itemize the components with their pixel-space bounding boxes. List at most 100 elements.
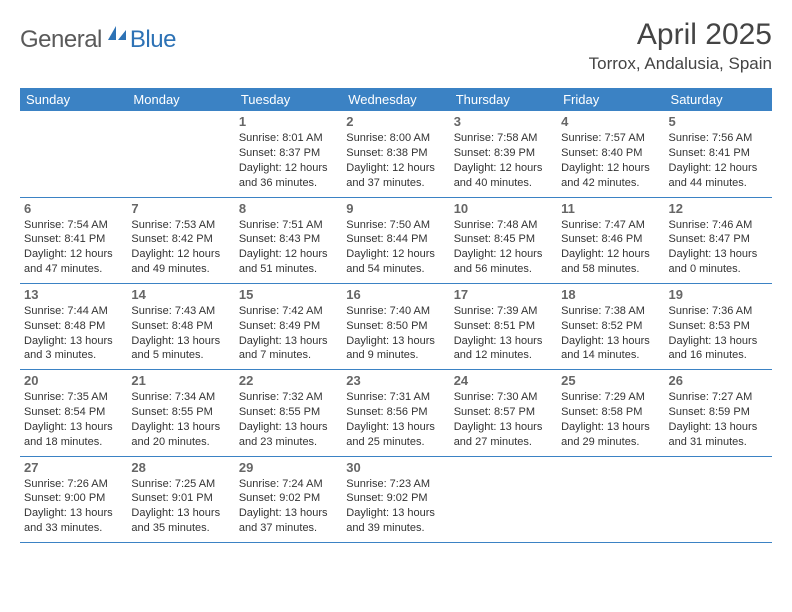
day-info: Sunrise: 7:48 AMSunset: 8:45 PMDaylight:… bbox=[454, 218, 553, 277]
day-number: 1 bbox=[239, 114, 338, 129]
day-number: 19 bbox=[669, 287, 768, 302]
day-cell: 10 Sunrise: 7:48 AMSunset: 8:45 PMDayligh… bbox=[450, 197, 557, 283]
day-number: 20 bbox=[24, 373, 123, 388]
day-number: 3 bbox=[454, 114, 553, 129]
week-row: 6 Sunrise: 7:54 AMSunset: 8:41 PMDaylight… bbox=[20, 197, 772, 283]
empty-cell bbox=[665, 456, 772, 542]
day-cell: 28Sunrise: 7:25 AMSunset: 9:01 PMDayligh… bbox=[127, 456, 234, 542]
day-cell: 17Sunrise: 7:39 AMSunset: 8:51 PMDayligh… bbox=[450, 283, 557, 369]
week-row: 27Sunrise: 7:26 AMSunset: 9:00 PMDayligh… bbox=[20, 456, 772, 542]
day-number: 2 bbox=[346, 114, 445, 129]
day-info: Sunrise: 7:40 AMSunset: 8:50 PMDaylight:… bbox=[346, 304, 445, 363]
day-cell: 26 Sunrise: 7:27 AMSunset: 8:59 PMDayligh… bbox=[665, 370, 772, 456]
day-info: Sunrise: 8:00 AMSunset: 8:38 PMDaylight:… bbox=[346, 131, 445, 190]
day-number: 6 bbox=[24, 201, 123, 216]
day-cell: 5 Sunrise: 7:56 AMSunset: 8:41 PMDaylight… bbox=[665, 111, 772, 197]
week-row: 20 Sunrise: 7:35 AMSunset: 8:54 PMDayligh… bbox=[20, 370, 772, 456]
day-info: Sunrise: 7:58 AMSunset: 8:39 PMDaylight:… bbox=[454, 131, 553, 190]
day-number: 28 bbox=[131, 460, 230, 475]
day-info: Sunrise: 7:38 AMSunset: 8:52 PMDaylight:… bbox=[561, 304, 660, 363]
day-cell: 14 Sunrise: 7:43 AMSunset: 8:48 PMDayligh… bbox=[127, 283, 234, 369]
day-cell: 9 Sunrise: 7:50 AMSunset: 8:44 PMDaylight… bbox=[342, 197, 449, 283]
day-info: Sunrise: 7:42 AMSunset: 8:49 PMDaylight:… bbox=[239, 304, 338, 363]
day-info: Sunrise: 7:31 AMSunset: 8:56 PMDaylight:… bbox=[346, 390, 445, 449]
day-info: Sunrise: 7:30 AMSunset: 8:57 PMDaylight:… bbox=[454, 390, 553, 449]
day-cell: 8Sunrise: 7:51 AMSunset: 8:43 PMDaylight… bbox=[235, 197, 342, 283]
day-number: 14 bbox=[131, 287, 230, 302]
day-header: Friday bbox=[557, 88, 664, 111]
day-cell: 15 Sunrise: 7:42 AMSunset: 8:49 PMDayligh… bbox=[235, 283, 342, 369]
day-number: 4 bbox=[561, 114, 660, 129]
day-number: 9 bbox=[346, 201, 445, 216]
day-number: 26 bbox=[669, 373, 768, 388]
day-info: Sunrise: 7:51 AMSunset: 8:43 PMDaylight:… bbox=[239, 218, 338, 277]
day-cell: 1 Sunrise: 8:01 AMSunset: 8:37 PMDaylight… bbox=[235, 111, 342, 197]
day-cell: 25Sunrise: 7:29 AMSunset: 8:58 PMDayligh… bbox=[557, 370, 664, 456]
day-info: Sunrise: 7:54 AMSunset: 8:41 PMDaylight:… bbox=[24, 218, 123, 277]
day-cell: 16 Sunrise: 7:40 AMSunset: 8:50 PMDayligh… bbox=[342, 283, 449, 369]
day-number: 12 bbox=[669, 201, 768, 216]
day-info: Sunrise: 7:56 AMSunset: 8:41 PMDaylight:… bbox=[669, 131, 768, 190]
day-number: 16 bbox=[346, 287, 445, 302]
day-cell: 24 Sunrise: 7:30 AMSunset: 8:57 PMDayligh… bbox=[450, 370, 557, 456]
day-cell: 29 Sunrise: 7:24 AMSunset: 9:02 PMDayligh… bbox=[235, 456, 342, 542]
calendar-body: 1 Sunrise: 8:01 AMSunset: 8:37 PMDaylight… bbox=[20, 111, 772, 543]
day-header: Saturday bbox=[665, 88, 772, 111]
day-cell: 3 Sunrise: 7:58 AMSunset: 8:39 PMDaylight… bbox=[450, 111, 557, 197]
day-cell: 4 Sunrise: 7:57 AMSunset: 8:40 PMDaylight… bbox=[557, 111, 664, 197]
day-number: 23 bbox=[346, 373, 445, 388]
day-info: Sunrise: 7:46 AMSunset: 8:47 PMDaylight:… bbox=[669, 218, 768, 277]
day-number: 15 bbox=[239, 287, 338, 302]
empty-cell bbox=[450, 456, 557, 542]
day-number: 30 bbox=[346, 460, 445, 475]
calendar-table: SundayMondayTuesdayWednesdayThursdayFrid… bbox=[20, 88, 772, 543]
logo: General Blue bbox=[20, 18, 176, 55]
day-info: Sunrise: 7:47 AMSunset: 8:46 PMDaylight:… bbox=[561, 218, 660, 277]
day-header: Wednesday bbox=[342, 88, 449, 111]
empty-cell bbox=[557, 456, 664, 542]
day-info: Sunrise: 7:24 AMSunset: 9:02 PMDaylight:… bbox=[239, 477, 338, 536]
day-number: 11 bbox=[561, 201, 660, 216]
day-number: 17 bbox=[454, 287, 553, 302]
day-info: Sunrise: 7:53 AMSunset: 8:42 PMDaylight:… bbox=[131, 218, 230, 277]
day-number: 29 bbox=[239, 460, 338, 475]
empty-cell bbox=[20, 111, 127, 197]
day-cell: 6 Sunrise: 7:54 AMSunset: 8:41 PMDaylight… bbox=[20, 197, 127, 283]
day-info: Sunrise: 8:01 AMSunset: 8:37 PMDaylight:… bbox=[239, 131, 338, 190]
day-cell: 22Sunrise: 7:32 AMSunset: 8:55 PMDayligh… bbox=[235, 370, 342, 456]
day-cell: 12 Sunrise: 7:46 AMSunset: 8:47 PMDayligh… bbox=[665, 197, 772, 283]
day-info: Sunrise: 7:43 AMSunset: 8:48 PMDaylight:… bbox=[131, 304, 230, 363]
day-number: 13 bbox=[24, 287, 123, 302]
day-info: Sunrise: 7:44 AMSunset: 8:48 PMDaylight:… bbox=[24, 304, 123, 363]
day-info: Sunrise: 7:50 AMSunset: 8:44 PMDaylight:… bbox=[346, 218, 445, 277]
logo-sail-icon bbox=[106, 24, 128, 47]
day-info: Sunrise: 7:57 AMSunset: 8:40 PMDaylight:… bbox=[561, 131, 660, 190]
day-cell: 27Sunrise: 7:26 AMSunset: 9:00 PMDayligh… bbox=[20, 456, 127, 542]
day-info: Sunrise: 7:35 AMSunset: 8:54 PMDaylight:… bbox=[24, 390, 123, 449]
day-header-row: SundayMondayTuesdayWednesdayThursdayFrid… bbox=[20, 88, 772, 111]
day-info: Sunrise: 7:34 AMSunset: 8:55 PMDaylight:… bbox=[131, 390, 230, 449]
header: General Blue April 2025 Torrox, Andalusi… bbox=[20, 18, 772, 74]
day-number: 5 bbox=[669, 114, 768, 129]
day-cell: 23 Sunrise: 7:31 AMSunset: 8:56 PMDayligh… bbox=[342, 370, 449, 456]
week-row: 1 Sunrise: 8:01 AMSunset: 8:37 PMDaylight… bbox=[20, 111, 772, 197]
day-header: Monday bbox=[127, 88, 234, 111]
day-cell: 18Sunrise: 7:38 AMSunset: 8:52 PMDayligh… bbox=[557, 283, 664, 369]
day-info: Sunrise: 7:29 AMSunset: 8:58 PMDaylight:… bbox=[561, 390, 660, 449]
title-block: April 2025 Torrox, Andalusia, Spain bbox=[589, 18, 772, 74]
week-row: 13 Sunrise: 7:44 AMSunset: 8:48 PMDayligh… bbox=[20, 283, 772, 369]
location: Torrox, Andalusia, Spain bbox=[589, 54, 772, 74]
day-cell: 11 Sunrise: 7:47 AMSunset: 8:46 PMDayligh… bbox=[557, 197, 664, 283]
month-title: April 2025 bbox=[589, 18, 772, 52]
empty-cell bbox=[127, 111, 234, 197]
day-header: Thursday bbox=[450, 88, 557, 111]
logo-text-blue: Blue bbox=[130, 26, 176, 54]
day-number: 24 bbox=[454, 373, 553, 388]
day-cell: 20 Sunrise: 7:35 AMSunset: 8:54 PMDayligh… bbox=[20, 370, 127, 456]
day-header: Tuesday bbox=[235, 88, 342, 111]
logo-text-general: General bbox=[20, 26, 102, 54]
day-number: 10 bbox=[454, 201, 553, 216]
day-info: Sunrise: 7:23 AMSunset: 9:02 PMDaylight:… bbox=[346, 477, 445, 536]
day-header: Sunday bbox=[20, 88, 127, 111]
day-info: Sunrise: 7:27 AMSunset: 8:59 PMDaylight:… bbox=[669, 390, 768, 449]
